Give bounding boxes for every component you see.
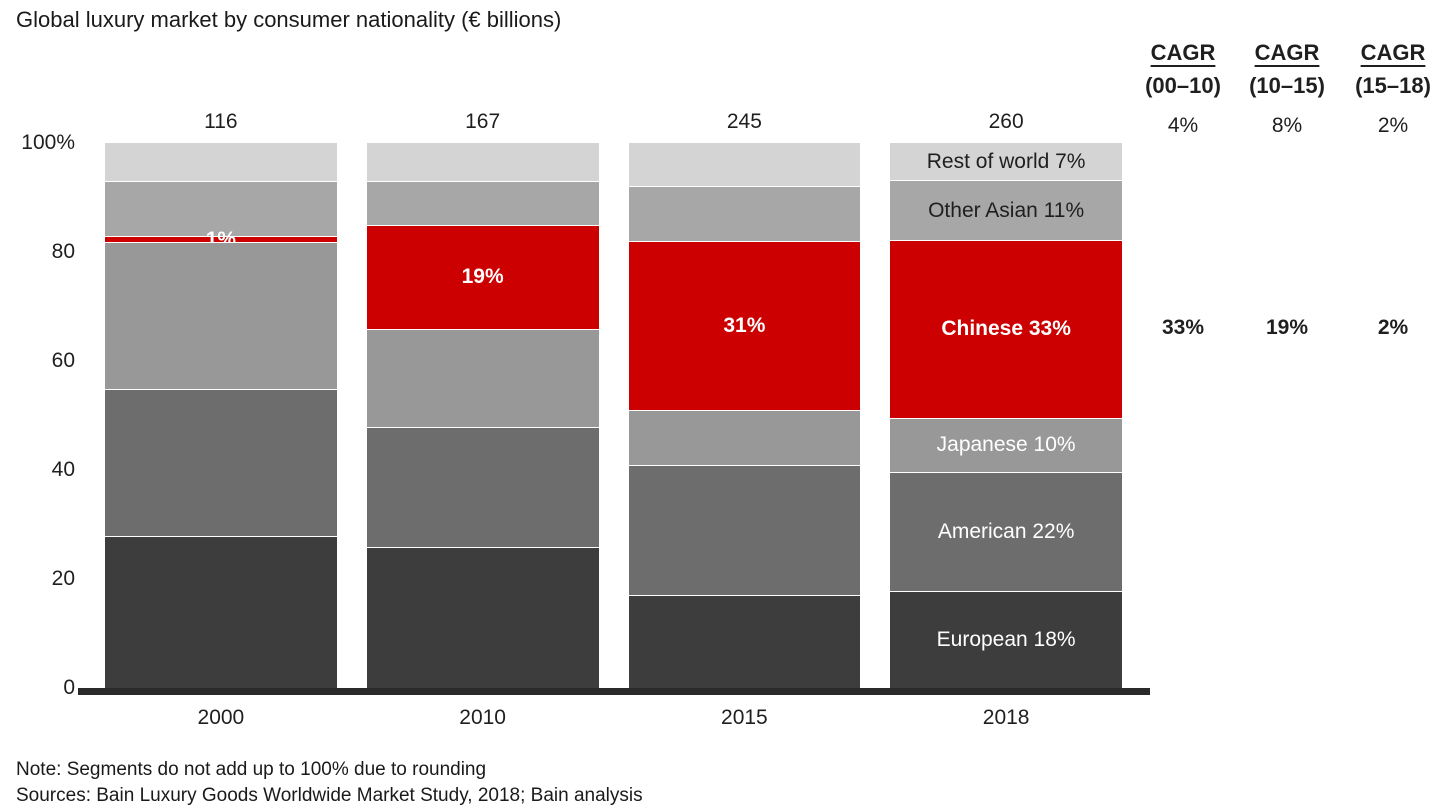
segment-japanese: [628, 409, 861, 465]
bar-2015: 245 2015 31%: [628, 110, 861, 729]
segment-rest-of-world: Rest of world 7%: [890, 143, 1122, 181]
cagr-chinese-value: 19%: [1265, 316, 1309, 339]
cagr-header: CAGR: [1360, 40, 1426, 65]
cagr-header: CAGR: [1254, 40, 1320, 65]
bar-2018: 260 2018 Rest of world 7% Other Asian 11% Ch…: [890, 110, 1122, 729]
segment-american: [366, 426, 599, 547]
bar-total-value: 167: [465, 110, 501, 133]
segment-european: [366, 546, 599, 688]
y-axis-tick: 80: [51, 240, 75, 263]
y-axis-tick: 100%: [21, 131, 75, 154]
cagr-total-value: 2%: [1377, 114, 1409, 137]
segment-label: Chinese 33%: [941, 317, 1071, 341]
bar-total-value: 260: [988, 110, 1024, 133]
x-axis-label: 2010: [459, 706, 506, 729]
cagr-column-15-18: CAGR (15–18) 2% 2%: [1341, 40, 1440, 339]
segment-chinese: 19%: [366, 225, 599, 329]
y-axis-tick: 60: [51, 349, 75, 372]
cagr-total-value: 4%: [1167, 114, 1199, 137]
segment-european: [105, 535, 337, 688]
cagr-chinese-value: 2%: [1377, 316, 1409, 339]
y-axis-tick: 40: [51, 458, 75, 481]
x-axis-label: 2018: [982, 706, 1030, 729]
cagr-chinese-value: 33%: [1161, 316, 1205, 339]
cagr-column-10-15: CAGR (10–15) 8% 19%: [1235, 40, 1339, 339]
segment-rest-of-world: [105, 143, 337, 181]
cagr-header-period: (15–18): [1355, 73, 1431, 98]
segment-japanese: [105, 242, 337, 389]
x-axis-label: 2015: [721, 706, 768, 729]
segment-other-asian: [366, 180, 599, 225]
plot-area: 100% 80 60 40 20 0 116 2000 1% 167 2010 19% 245 2015…: [0, 110, 1155, 729]
segment-rest-of-world: [628, 143, 861, 187]
note-sources: Sources: Bain Luxury Goods Worldwide Mar…: [16, 785, 643, 806]
segment-other-asian: [105, 180, 337, 236]
chart-title: Global luxury market by consumer nationa…: [16, 7, 562, 32]
bar-2000: 116 2000 1%: [105, 110, 337, 729]
y-axis-tick: 0: [63, 676, 75, 699]
bar-total-value: 116: [204, 110, 238, 133]
segment-japanese: Japanese 10%: [890, 417, 1122, 473]
segment-label: 31%: [723, 313, 766, 337]
segment-label: American 22%: [937, 519, 1075, 543]
note-rounding: Note: Segments do not add up to 100% due…: [16, 759, 487, 780]
segment-european: [628, 595, 861, 688]
segment-chinese: 31%: [628, 241, 861, 410]
segment-american: American 22%: [890, 472, 1122, 591]
cagr-column-00-10: CAGR (00–10) 4% 33%: [1131, 40, 1235, 339]
cagr-total-value: 8%: [1271, 114, 1303, 137]
footnotes: Note: Segments do not add up to 100% due…: [16, 757, 643, 809]
segment-label: Japanese 10%: [936, 433, 1076, 457]
cagr-header: CAGR: [1150, 40, 1216, 65]
cagr-header-period: (00–10): [1145, 73, 1221, 98]
segment-american: [105, 389, 337, 536]
segment-american: [628, 464, 861, 596]
segment-chinese: Chinese 33%: [890, 240, 1122, 418]
x-axis-line: [78, 688, 1150, 695]
bar-2010: 167 2010 19%: [366, 110, 599, 729]
segment-label: Other Asian 11%: [928, 198, 1085, 222]
bar-total-value: 245: [726, 110, 762, 133]
segment-japanese: [366, 328, 599, 427]
segment-rest-of-world: [366, 143, 599, 181]
x-axis-label: 2000: [197, 706, 245, 729]
y-axis-tick: 20: [51, 567, 75, 590]
bars-container: 116 2000 1% 167 2010 19% 245 2015 31% 260 2018 Rest…: [105, 110, 1122, 729]
y-axis: 100% 80 60 40 20 0: [0, 131, 75, 699]
segment-other-asian: [628, 186, 861, 242]
segment-european: European 18%: [890, 590, 1122, 688]
cagr-header-period: (10–15): [1249, 73, 1325, 98]
segment-label: 19%: [461, 265, 504, 289]
segment-label: European 18%: [936, 627, 1076, 651]
segment-label: Rest of world 7%: [926, 149, 1086, 173]
segment-other-asian: Other Asian 11%: [890, 180, 1122, 241]
